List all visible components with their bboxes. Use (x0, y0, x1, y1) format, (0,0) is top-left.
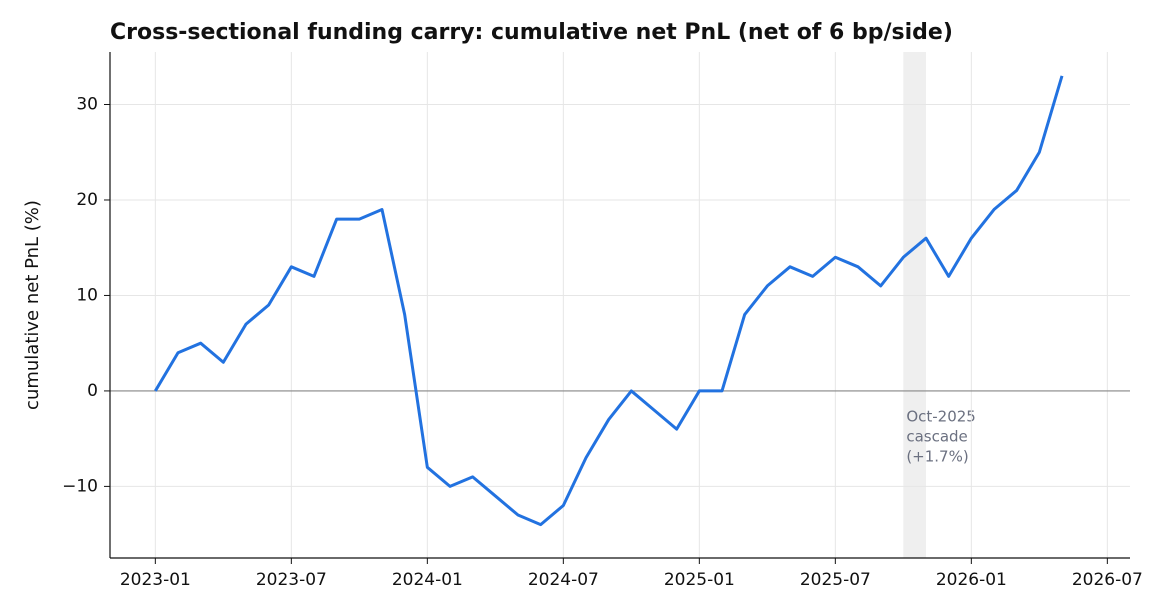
x-tick-label: 2024-01 (392, 570, 463, 590)
x-tick-label: 2025-01 (664, 570, 735, 590)
annotation: cascade (906, 428, 967, 446)
y-tick-label: 30 (76, 95, 98, 115)
y-tick-label: 10 (76, 285, 98, 305)
annotation: (+1.7%) (906, 448, 968, 466)
y-tick-label: 20 (76, 190, 98, 210)
x-tick-label: 2026-01 (936, 570, 1007, 590)
x-tick-label: 2026-07 (1072, 570, 1143, 590)
chart-title: Cross-sectional funding carry: cumulativ… (110, 20, 953, 45)
annotation: Oct-2025 (906, 408, 976, 426)
y-axis-label: cumulative net PnL (%) (22, 200, 43, 410)
y-tick-label: −10 (62, 476, 98, 496)
x-tick-label: 2023-07 (256, 570, 327, 590)
y-tick-label: 0 (87, 381, 98, 401)
x-tick-label: 2024-07 (528, 570, 599, 590)
shaded-span (903, 52, 926, 558)
x-tick-label: 2023-01 (120, 570, 191, 590)
x-tick-label: 2025-07 (800, 570, 871, 590)
data-line (154, 75, 1064, 527)
